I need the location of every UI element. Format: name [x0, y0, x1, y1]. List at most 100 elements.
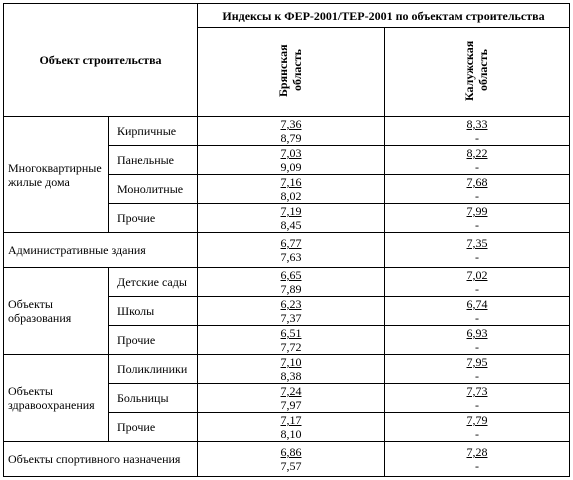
- value-top: 8,33: [466, 117, 488, 131]
- value-cell: 8,22-: [383, 145, 571, 175]
- value-top: 7,79: [466, 413, 488, 427]
- value-cell: 7,17 8,10: [197, 412, 385, 442]
- row-name: Детские сады: [108, 267, 198, 297]
- value-top: 7,17: [280, 413, 302, 427]
- value-cell: 7,16 8,02: [197, 174, 385, 204]
- value-bottom: 8,79: [280, 131, 302, 145]
- value-bottom: 8,10: [280, 427, 302, 441]
- table-row: Объекты здравоохранения Поликлиники 7,10 8,…: [3, 354, 571, 442]
- value-top: 6,65: [280, 268, 302, 282]
- value-bottom: -: [475, 282, 479, 296]
- value-top: 7,28: [466, 445, 488, 459]
- value-top: 7,02: [466, 268, 488, 282]
- group-name: Объекты здравоохранения: [3, 354, 109, 442]
- row-name: Поликлиники: [108, 354, 198, 384]
- row-name: Школы: [108, 296, 198, 326]
- value-cell: 7,79-: [383, 412, 571, 442]
- table-row: Прочие 6,51 7,72 6,93-: [4, 325, 571, 355]
- table-row: Панельные 7,03 9,09 8,22-: [4, 145, 571, 175]
- table-row: Монолитные 7,16 8,02 7,68-: [4, 174, 571, 204]
- value-bottom: 8,02: [280, 189, 302, 203]
- value-cell: 6,23 7,37: [197, 296, 385, 326]
- row-name: Прочие: [108, 412, 198, 442]
- value-cell: 7,28-: [383, 441, 571, 477]
- table-row: Многоквартирные жилые дома Кирпичные 7,36 8…: [3, 116, 571, 233]
- value-cell: 7,68-: [383, 174, 571, 204]
- group-name: Объекты спортивного назначения: [3, 441, 198, 477]
- value-bottom: 8,45: [280, 218, 302, 232]
- value-cell: 7,10 8,38: [197, 354, 385, 384]
- table-row: Административные здания 6,77 7,63 7,35-: [3, 232, 571, 268]
- value-bottom: 9,09: [280, 160, 302, 174]
- value-top: 6,86: [280, 445, 302, 459]
- table-row: Больницы 7,24 7,97 7,73-: [4, 383, 571, 413]
- value-cell: 6,65 7,89: [197, 267, 385, 297]
- value-cell: 7,19 8,45: [197, 203, 385, 233]
- row-name: Монолитные: [108, 174, 198, 204]
- column-header: Калужская область: [462, 40, 490, 101]
- value-cell: 6,86 7,57: [197, 441, 385, 477]
- table-row: Объекты образования Детские сады 6,65 7,89 7…: [3, 267, 571, 355]
- value-top: 6,93: [466, 326, 488, 340]
- value-top: 8,22: [466, 146, 488, 160]
- table-row: Объекты спортивного назначения 6,86 7,57 7,…: [3, 441, 571, 477]
- value-top: 7,19: [280, 204, 302, 218]
- row-name: Прочие: [108, 203, 198, 233]
- value-bottom: 7,37: [280, 311, 302, 325]
- value-top: 7,16: [280, 175, 302, 189]
- value-top: 6,74: [466, 297, 488, 311]
- value-top: 7,68: [466, 175, 488, 189]
- value-bottom: 7,63: [280, 250, 302, 264]
- value-top: 6,23: [280, 297, 302, 311]
- value-top: 7,99: [466, 204, 488, 218]
- value-cell: 6,93-: [383, 325, 571, 355]
- index-table: Объект строительства Индексы к ФЕР-2001/…: [3, 3, 571, 477]
- column-header: Брянская область: [276, 44, 304, 97]
- value-bottom: -: [475, 311, 479, 325]
- value-cell: 7,02-: [383, 267, 571, 297]
- row-name: Прочие: [108, 325, 198, 355]
- value-top: 6,51: [280, 326, 302, 340]
- value-top: 7,36: [280, 117, 302, 131]
- value-top: 7,35: [466, 236, 488, 250]
- value-bottom: -: [475, 250, 479, 264]
- main-header: Индексы к ФЕР-2001/ТЕР-2001 по объектам …: [196, 3, 571, 28]
- value-cell: 6,74-: [383, 296, 571, 326]
- value-top: 7,24: [280, 384, 302, 398]
- value-cell: 7,99-: [383, 203, 571, 233]
- value-bottom: 7,89: [280, 282, 302, 296]
- value-cell: 7,35-: [383, 232, 571, 268]
- table-row: Прочие 7,17 8,10 7,79-: [4, 412, 571, 442]
- row-name: Кирпичные: [108, 116, 198, 146]
- row-name: Панельные: [108, 145, 198, 175]
- value-top: 6,77: [280, 236, 302, 250]
- group-name: Многоквартирные жилые дома: [3, 116, 109, 233]
- value-bottom: -: [475, 131, 479, 145]
- value-bottom: 8,38: [280, 369, 302, 383]
- value-bottom: 7,57: [280, 459, 302, 473]
- value-cell: 6,51 7,72: [197, 325, 385, 355]
- value-bottom: -: [475, 427, 479, 441]
- value-cell: 7,36 8,79: [197, 116, 385, 146]
- value-top: 7,03: [280, 146, 302, 160]
- group-name: Административные здания: [3, 232, 198, 268]
- value-top: 7,95: [466, 355, 488, 369]
- value-cell: 8,33-: [383, 116, 571, 146]
- corner-header: Объект строительства: [3, 3, 198, 117]
- column-header-cell: Калужская область: [383, 27, 571, 117]
- value-cell: 7,95-: [383, 354, 571, 384]
- value-bottom: -: [475, 189, 479, 203]
- value-cell: 7,24 7,97: [197, 383, 385, 413]
- value-bottom: 7,97: [280, 398, 302, 412]
- column-header-cell: Брянская область: [197, 27, 385, 117]
- value-cell: 7,73-: [383, 383, 571, 413]
- value-cell: 7,03 9,09: [197, 145, 385, 175]
- value-top: 7,73: [466, 384, 488, 398]
- value-cell: 6,77 7,63: [197, 232, 385, 268]
- group-name: Объекты образования: [3, 267, 109, 355]
- value-bottom: -: [475, 160, 479, 174]
- value-bottom: -: [475, 218, 479, 232]
- value-bottom: -: [475, 459, 479, 473]
- row-name: Больницы: [108, 383, 198, 413]
